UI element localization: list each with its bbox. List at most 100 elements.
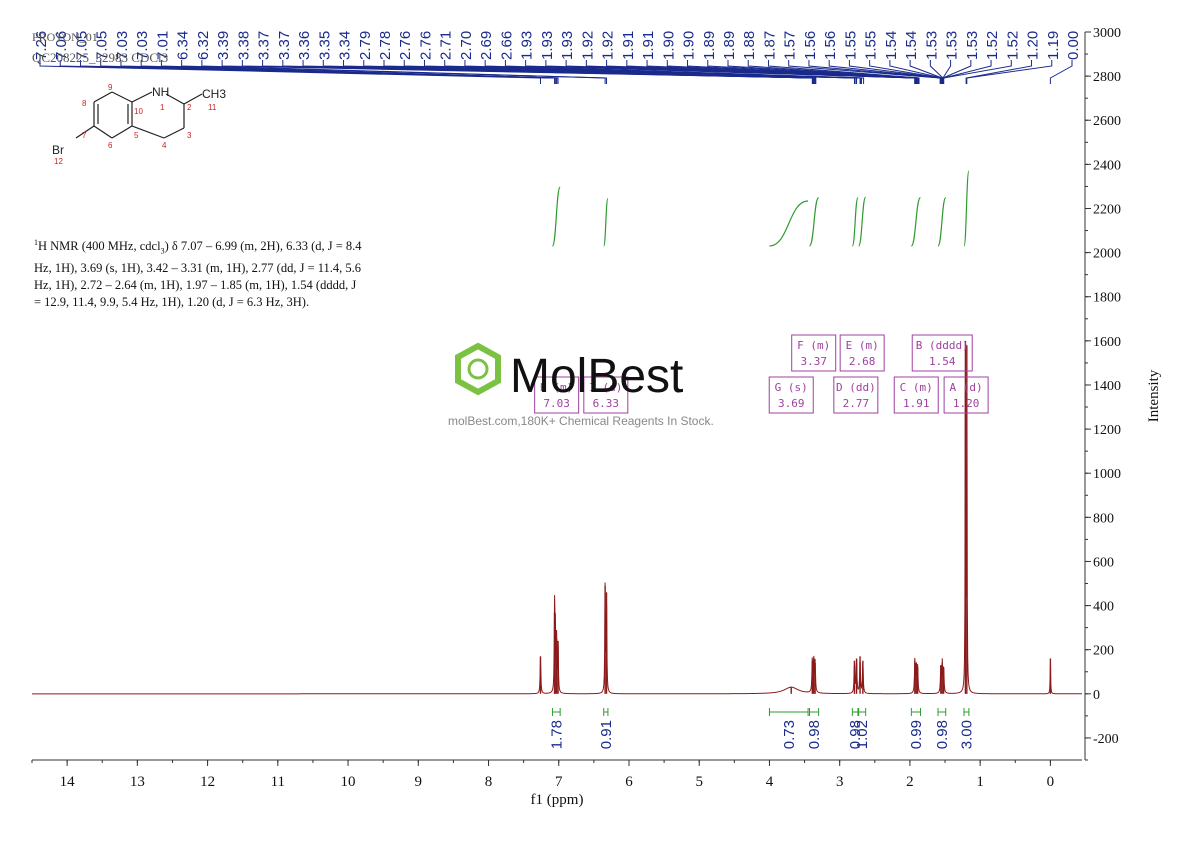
integral-curve	[769, 200, 809, 247]
integral-curve	[551, 186, 561, 247]
peak-label: 7.06	[53, 31, 70, 60]
peak-label-leader	[747, 60, 919, 84]
multiplet-label: E (m)	[846, 339, 879, 352]
peak-label: 3.34	[337, 31, 354, 60]
y-tick-label: 1000	[1093, 467, 1121, 482]
y-tick-label: 1800	[1093, 291, 1121, 306]
multiplet-label: I (d)	[589, 381, 622, 394]
integral-curve	[851, 197, 859, 247]
peak-label: 1.93	[539, 31, 556, 60]
peak-label-leader	[942, 60, 972, 84]
y-tick-label: 2000	[1093, 247, 1121, 262]
y-tick-label: 2200	[1093, 202, 1121, 217]
peak-label-leader	[201, 60, 608, 84]
peak-label: 1.87	[761, 31, 778, 60]
multiplet-shift: 3.69	[778, 397, 805, 410]
peak-label-leader	[727, 60, 919, 84]
hexagon-icon	[455, 342, 501, 396]
peak-label: 2.69	[478, 31, 495, 60]
atom-nh: NH	[152, 85, 169, 99]
peak-label-leader	[869, 60, 943, 84]
peak-label: 2.71	[438, 31, 455, 60]
atom-number: 9	[108, 83, 113, 92]
peak-label: 2.66	[498, 31, 515, 60]
peak-label-leader	[504, 60, 865, 84]
integral-curve	[937, 197, 947, 247]
x-tick-label: 0	[1047, 774, 1055, 790]
multiplet-shift: 2.68	[849, 355, 876, 368]
y-tick-label: 800	[1093, 511, 1114, 526]
atom-number: 7	[82, 131, 87, 140]
peak-label-leader	[943, 60, 1012, 84]
integral-curve	[963, 170, 970, 247]
peak-label: 1.53	[964, 31, 981, 60]
y-tick-label: 1400	[1093, 379, 1121, 394]
peak-label: 1.89	[701, 31, 718, 60]
y-tick-label: 0	[1093, 688, 1100, 703]
peak-label-leader	[828, 60, 942, 84]
peak-label: 1.55	[863, 31, 880, 60]
integral-value: 3.00	[958, 720, 975, 749]
peak-label-leader	[1049, 60, 1073, 84]
x-tick-label: 4	[766, 774, 774, 790]
atom-number: 4	[162, 141, 167, 150]
peak-label: 1.91	[620, 31, 637, 60]
multiplet-box	[583, 376, 629, 414]
multiplet-label: F (m)	[797, 339, 830, 352]
peak-label: 1.52	[1004, 31, 1021, 60]
integral-value: 1.78	[548, 720, 565, 749]
peak-label: 1.56	[822, 31, 839, 60]
peak-label: 3.37	[256, 31, 273, 60]
watermark-tagline: molBest.com,180K+ Chemical Reagents In S…	[448, 414, 714, 428]
atom-number: 5	[134, 131, 139, 140]
atom-number: 10	[134, 107, 143, 116]
peak-label: 1.91	[640, 31, 657, 60]
y-tick-label: 1200	[1093, 423, 1121, 438]
peak-label: 7.05	[73, 31, 90, 60]
y-tick-label: 2800	[1093, 70, 1121, 85]
multiplet-box	[893, 376, 939, 414]
nmr-description: 1H NMR (400 MHz, cdcl3) δ 7.07 – 6.99 (m…	[34, 238, 362, 309]
multiplet-box	[839, 334, 885, 372]
y-tick-label: 600	[1093, 555, 1114, 570]
molecule-structure: NH CH3 Br 1 2 3 4 5 6 7 8 9 10 11 12	[52, 83, 226, 166]
peak-label-leader	[909, 60, 943, 84]
peak-label: 0.00	[1065, 31, 1082, 60]
x-tick-label: 11	[271, 774, 285, 790]
x-tick-label: 9	[415, 774, 423, 790]
x-tick-label: 6	[625, 774, 633, 790]
y-tick-label: 200	[1093, 644, 1114, 659]
peak-label: 1.57	[782, 31, 799, 60]
watermark-logo: MolBest	[455, 342, 683, 402]
atom-number: 1	[160, 103, 165, 112]
peak-label: 1.92	[600, 31, 617, 60]
peak-label: 3.37	[276, 31, 293, 60]
peak-label-leader	[343, 60, 817, 84]
peak-label-leader	[966, 60, 1053, 84]
atom-number: 11	[208, 103, 217, 112]
multiplet-box	[534, 376, 580, 414]
peak-label: 6.34	[175, 31, 192, 60]
peak-label: 1.53	[944, 31, 961, 60]
x-tick-label: 2	[906, 774, 914, 790]
multiplet-label: B (dddd)	[916, 339, 969, 352]
peak-label: 1.89	[721, 31, 738, 60]
peak-label-leader	[788, 60, 941, 84]
multiplet-label: C (m)	[900, 381, 933, 394]
multiplet-box	[911, 334, 973, 372]
x-tick-label: 14	[60, 774, 76, 790]
atom-number: 8	[82, 99, 87, 108]
x-tick-label: 12	[200, 774, 215, 790]
x-tick-label: 5	[695, 774, 703, 790]
y-tick-label: -200	[1093, 732, 1119, 747]
multiplet-shift: 1.91	[903, 397, 930, 410]
multiplet-shift: 6.33	[593, 397, 620, 410]
peak-label: 1.93	[519, 31, 536, 60]
peak-label: 7.26	[33, 31, 50, 60]
y-axis-label: Intensity	[1146, 369, 1162, 422]
multiplet-shift: 1.20	[953, 397, 980, 410]
y-tick-label: 1600	[1093, 335, 1121, 350]
multiplet-label: D (dd)	[836, 381, 876, 394]
multiplet-shift: 2.77	[843, 397, 870, 410]
